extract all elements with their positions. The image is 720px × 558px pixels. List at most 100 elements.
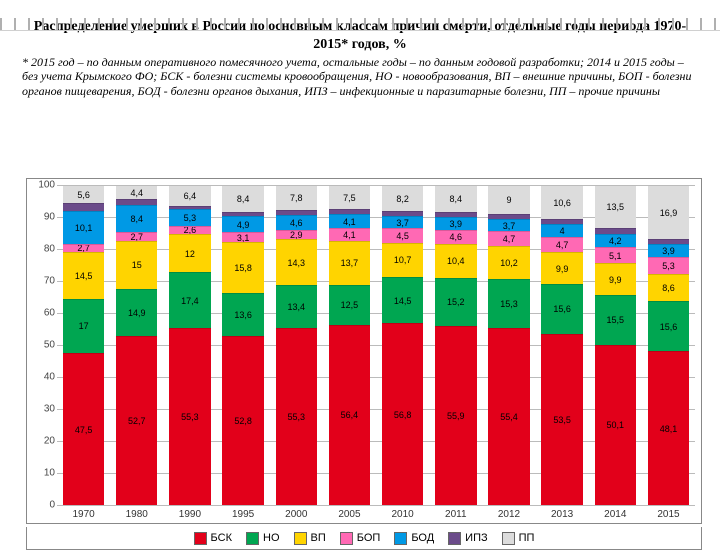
legend-label: ПП (519, 532, 535, 544)
bar-segment-БСК: 56,8 (382, 323, 423, 505)
stacked-bar: 52,714,9152,78,44,4 (116, 185, 157, 505)
bar-segment-БОП: 4,1 (329, 228, 370, 241)
stacked-bar: 52,813,615,83,14,98,4 (222, 185, 263, 505)
bar-segment-ВП: 9,9 (595, 263, 636, 295)
bar-column: 52,714,9152,78,44,41980 (110, 185, 163, 505)
bar-segment-БСК: 53,5 (541, 334, 582, 505)
chart-footnote: * 2015 год – по данным оперативного поме… (22, 55, 698, 98)
legend-swatch (394, 532, 407, 545)
bar-segment-ПП: 7,5 (329, 185, 370, 209)
legend-label: ВП (311, 532, 326, 544)
bar-segment-БСК: 55,3 (169, 328, 210, 505)
legend-item-ИПЗ: ИПЗ (448, 532, 487, 545)
stacked-bar: 55,915,210,44,63,98,4 (435, 185, 476, 505)
bar-segment-БОП: 5,3 (648, 257, 689, 274)
bar-segment-НО: 15,6 (541, 284, 582, 334)
gridline (57, 505, 695, 506)
bar-segment-НО: 14,9 (116, 289, 157, 337)
y-axis-label: 80 (31, 244, 55, 255)
y-axis-label: 100 (31, 180, 55, 191)
x-axis-label: 1980 (126, 509, 148, 520)
bar-segment-БОП: 2,9 (276, 230, 317, 239)
bar-segment-НО: 13,6 (222, 293, 263, 337)
bar-segment-БСК: 55,9 (435, 326, 476, 505)
stacked-bar: 50,115,59,95,14,213,5 (595, 185, 636, 505)
bar-segment-ВП: 15,8 (222, 242, 263, 293)
bar-segment-ВП: 9,9 (541, 252, 582, 284)
bars-container: 47,51714,52,710,15,6197052,714,9152,78,4… (57, 185, 695, 505)
x-axis-label: 1970 (72, 509, 94, 520)
bar-segment-ВП: 10,2 (488, 246, 529, 279)
bar-segment-ПП: 8,4 (222, 185, 263, 212)
bar-segment-БОД: 5,3 (169, 209, 210, 226)
x-axis-label: 2011 (445, 509, 467, 520)
y-axis-label: 50 (31, 340, 55, 351)
bar-segment-ПП: 5,6 (63, 185, 104, 203)
legend-label: НО (263, 532, 280, 544)
bar-segment-БОП: 4,5 (382, 228, 423, 242)
legend-item-БОП: БОП (340, 532, 381, 545)
y-axis-label: 30 (31, 404, 55, 415)
legend-label: БСК (211, 532, 232, 544)
bar-segment-БОД: 4 (541, 224, 582, 237)
bar-segment-ПП: 13,5 (595, 185, 636, 228)
stacked-bar: 55,313,414,32,94,67,8 (276, 185, 317, 505)
legend-swatch (294, 532, 307, 545)
bar-segment-БОД: 4,1 (329, 214, 370, 227)
x-axis-label: 2010 (391, 509, 413, 520)
bar-column: 52,813,615,83,14,98,41995 (217, 185, 270, 505)
legend: БСКНОВПБОПБОДИПЗПП (26, 527, 702, 550)
bar-column: 56,412,513,74,14,17,52005 (323, 185, 376, 505)
legend-swatch (448, 532, 461, 545)
bar-segment-ПП: 7,8 (276, 185, 317, 210)
bar-segment-БОП: 2,6 (169, 226, 210, 234)
bar-segment-ПП: 10,6 (541, 185, 582, 219)
legend-item-НО: НО (246, 532, 280, 545)
plot-area: 010203040506070809010047,51714,52,710,15… (57, 185, 695, 505)
bar-segment-НО: 17,4 (169, 272, 210, 328)
bar-segment-БОД: 3,9 (435, 217, 476, 229)
stacked-bar: 48,115,68,65,33,916,9 (648, 185, 689, 505)
bar-segment-БСК: 55,3 (276, 328, 317, 505)
chart-area: 010203040506070809010047,51714,52,710,15… (26, 178, 702, 524)
bar-segment-БСК: 52,8 (222, 336, 263, 505)
bar-column: 55,317,4122,65,36,41990 (163, 185, 216, 505)
bar-segment-НО: 17 (63, 299, 104, 353)
y-axis-label: 20 (31, 436, 55, 447)
bar-segment-БСК: 56,4 (329, 325, 370, 505)
bar-segment-ВП: 13,7 (329, 241, 370, 285)
bar-segment-ВП: 12 (169, 234, 210, 272)
legend-label: ИПЗ (465, 532, 487, 544)
legend-label: БОП (357, 532, 381, 544)
bar-column: 55,415,310,24,73,792012 (482, 185, 535, 505)
legend-swatch (340, 532, 353, 545)
x-axis-label: 2013 (551, 509, 573, 520)
bar-segment-ПП: 4,4 (116, 185, 157, 199)
bar-segment-НО: 15,2 (435, 278, 476, 327)
bar-segment-БОП: 4,7 (541, 237, 582, 252)
bar-column: 53,515,69,94,7410,62013 (536, 185, 589, 505)
legend-swatch (194, 532, 207, 545)
y-axis-label: 10 (31, 468, 55, 479)
y-axis-label: 90 (31, 212, 55, 223)
stacked-bar: 55,415,310,24,73,79 (488, 185, 529, 505)
legend-swatch (246, 532, 259, 545)
bar-segment-БОД: 3,7 (382, 216, 423, 228)
bar-column: 48,115,68,65,33,916,92015 (642, 185, 695, 505)
bar-segment-НО: 13,4 (276, 285, 317, 328)
bar-segment-БСК: 47,5 (63, 353, 104, 505)
bar-column: 55,313,414,32,94,67,82000 (270, 185, 323, 505)
bar-segment-НО: 15,5 (595, 295, 636, 345)
bar-segment-БОП: 5,1 (595, 247, 636, 263)
bar-segment-ВП: 14,5 (63, 252, 104, 298)
bar-segment-БОД: 8,4 (116, 205, 157, 232)
bar-segment-ПП: 16,9 (648, 185, 689, 239)
bar-segment-ИПЗ (63, 203, 104, 211)
bar-segment-БОД: 3,7 (488, 219, 529, 231)
bar-segment-БОД: 10,1 (63, 211, 104, 243)
y-axis-label: 40 (31, 372, 55, 383)
x-axis-label: 2015 (657, 509, 679, 520)
bar-segment-БОП: 3,1 (222, 232, 263, 242)
bar-column: 47,51714,52,710,15,61970 (57, 185, 110, 505)
bar-segment-БОП: 4,6 (435, 230, 476, 245)
